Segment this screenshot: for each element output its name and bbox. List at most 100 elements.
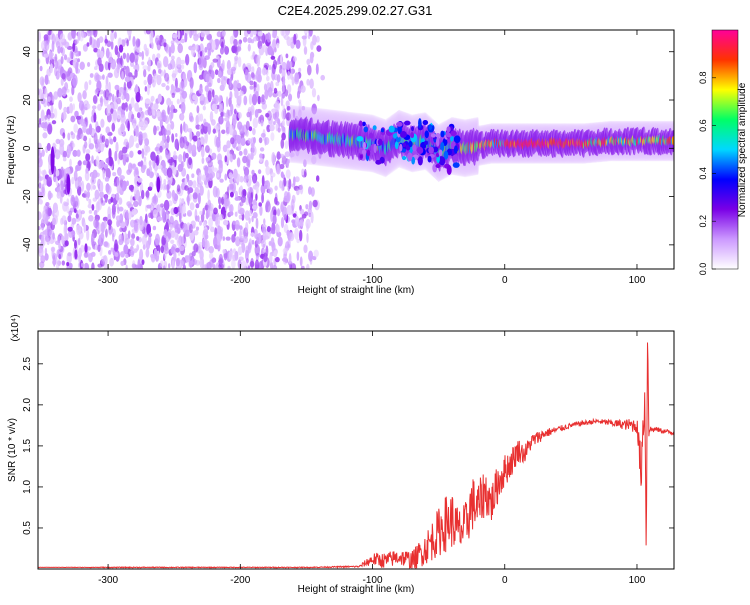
- spectrogram-cell: [207, 160, 213, 168]
- spectrogram-cell: [272, 109, 276, 114]
- spectrogram-cell: [226, 140, 231, 149]
- x-tick-label: -200: [230, 275, 250, 286]
- spectrogram-cell: [61, 235, 65, 245]
- spectrogram-cell: [108, 148, 112, 160]
- spectrogram-cell: [252, 204, 258, 210]
- spectrogram-cell: [156, 204, 161, 213]
- spectrogram-cell: [181, 30, 185, 36]
- spectrogram-cell: [298, 109, 302, 118]
- spectrogram-cell: [159, 145, 163, 153]
- spectrogram-cell: [66, 57, 71, 63]
- spectrogram-cell: [247, 43, 251, 52]
- spectrogram-cell: [199, 220, 202, 226]
- spectrogram-cell: [269, 253, 273, 264]
- spectrogram-cell: [267, 45, 273, 55]
- spectrogram-cell: [271, 230, 276, 235]
- spectrogram-cell: [159, 260, 164, 268]
- spectrogram-cell: [182, 203, 186, 215]
- spectrogram-cell: [286, 229, 290, 237]
- spectrogram-cell: [237, 56, 242, 68]
- spectrogram-cell: [69, 103, 74, 114]
- spectrogram-cell: [184, 177, 188, 186]
- spectrogram-cell: [229, 77, 232, 88]
- spectrogram-cell: [88, 198, 92, 206]
- spectrogram-cell: [211, 103, 218, 111]
- spectrogram-cell: [284, 89, 289, 97]
- spectrogram-cell: [120, 260, 125, 267]
- spectrogram-cell: [199, 250, 204, 261]
- spectrogram-cell: [111, 203, 116, 215]
- spectrogram-cell: [250, 72, 255, 79]
- spectrogram-cell: [63, 224, 67, 236]
- spectrogram-cell: [271, 32, 276, 39]
- spectrogram-cell: [185, 152, 189, 159]
- spectrogram-cell: [218, 214, 224, 221]
- spectrogram-cell: [298, 67, 302, 73]
- spectrogram-cell: [97, 103, 102, 111]
- colorbar-tick-label: 0.0: [698, 263, 708, 276]
- spectrogram-cell: [137, 150, 142, 155]
- spectrogram-cell: [94, 72, 100, 82]
- y-tick-label: -40: [22, 237, 33, 252]
- spectrogram-cell: [110, 108, 114, 114]
- spectrogram-cell: [86, 228, 90, 241]
- spectrogram-cell: [130, 163, 136, 169]
- spectrogram-cell: [163, 245, 169, 255]
- spectrogram-cell: [127, 230, 131, 240]
- spectrogram-cell: [282, 85, 285, 93]
- spectrogram-cell: [67, 215, 72, 223]
- spectrogram-cell: [181, 198, 185, 204]
- spectrogram-cell: [156, 176, 161, 193]
- spectrogram-cell: [223, 76, 228, 81]
- spectrogram-cell: [247, 186, 254, 193]
- spectrogram-cell: [130, 195, 133, 204]
- spectrogram-cell: [137, 161, 143, 167]
- spectrogram-y-axis: -40 -20 0 20 40: [22, 46, 674, 252]
- spectrogram-cell: [143, 69, 147, 78]
- spectrogram-cell: [61, 73, 66, 80]
- spectrogram-cell: [306, 58, 311, 65]
- spectrogram-cell: [103, 220, 107, 229]
- spectrogram-cell: [92, 184, 96, 190]
- spectrogram-cell: [143, 79, 147, 86]
- spectrogram-cell: [125, 65, 130, 77]
- spectrogram-cell: [395, 136, 401, 143]
- spectrogram-cell: [146, 223, 152, 236]
- spectrogram-cell: [200, 30, 206, 34]
- spectrogram-cell: [173, 85, 177, 95]
- spectrogram-cell: [303, 211, 309, 216]
- spectrogram-cell: [90, 251, 96, 257]
- spectrogram-cell: [108, 95, 112, 101]
- spectrogram-cell: [291, 76, 295, 86]
- spectrogram-cell: [105, 168, 111, 180]
- spectrogram-cell: [265, 113, 270, 118]
- spectrogram-cell: [178, 245, 185, 252]
- spectrogram-cell: [204, 165, 208, 177]
- spectrogram-cell: [211, 40, 216, 51]
- spectrogram-cell: [197, 182, 202, 188]
- spectrogram-cell: [112, 109, 118, 121]
- colorbar-tick-label: 0.8: [698, 72, 708, 85]
- spectrogram-cell: [94, 189, 100, 200]
- spectrogram-cell: [276, 163, 280, 173]
- spectrogram-cell: [150, 30, 154, 38]
- spectrogram-cell: [132, 36, 136, 47]
- spectrogram-cell: [166, 183, 170, 194]
- spectrogram-cell: [243, 176, 249, 183]
- spectrogram-cell: [175, 133, 178, 138]
- spectrogram-cell: [87, 62, 91, 67]
- spectrogram-cell: [257, 54, 261, 60]
- spectrogram-cell: [193, 61, 198, 74]
- spectrogram-cell: [246, 111, 251, 118]
- spectrogram-cell: [303, 159, 307, 168]
- spectrogram-cell: [282, 247, 288, 254]
- spectrogram-cell: [59, 33, 65, 43]
- snr-y-multiplier: (x10⁴): [10, 314, 21, 341]
- spectrogram-cell: [178, 154, 183, 163]
- spectrogram-cell: [270, 237, 275, 249]
- spectrogram-cell: [186, 195, 190, 203]
- spectrogram-cell: [148, 171, 154, 179]
- spectrogram-cell: [206, 261, 212, 269]
- spectrogram-cell: [202, 229, 209, 236]
- spectrogram-cell: [219, 115, 223, 125]
